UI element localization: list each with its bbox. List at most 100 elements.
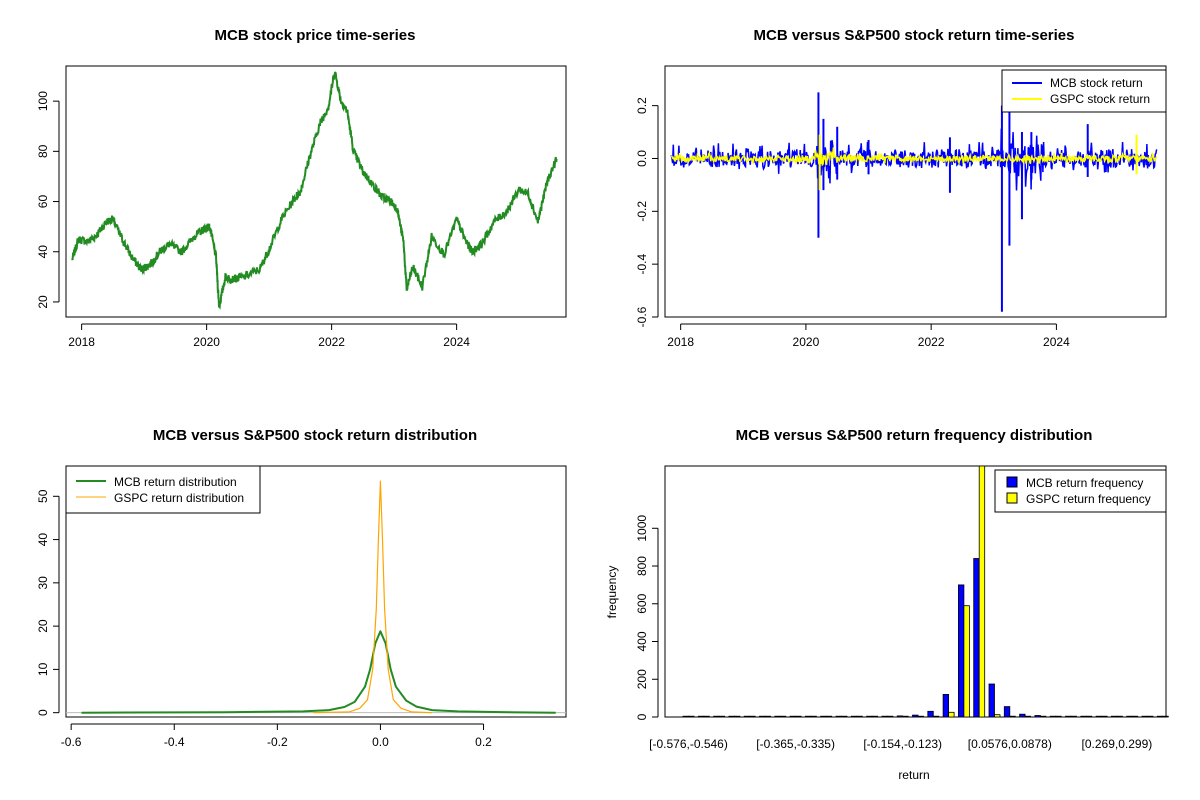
freq-y-tick-label: 200 — [635, 669, 649, 689]
returns-x-tick-label: 2024 — [1043, 335, 1070, 349]
returns-y-tick-label: 0.0 — [635, 150, 649, 167]
gspc-freq-bar — [795, 715, 802, 718]
returns-y-tick-label: 0.2 — [635, 97, 649, 114]
density-chart: MCB versus S&P500 stock return distribut… — [36, 427, 567, 749]
gspc-freq-bar — [1040, 715, 1047, 718]
price-chart: MCB stock price time-series 2018 2020 2022… — [36, 27, 567, 349]
freq-y-tick-label: 1000 — [635, 515, 649, 542]
price-line — [71, 71, 558, 310]
gspc-freq-bar — [1147, 715, 1154, 718]
mcb-freq-bar — [958, 584, 965, 718]
gspc-freq-bar — [902, 715, 909, 718]
mcb-freq-bar — [682, 715, 689, 718]
mcb-freq-bar — [881, 715, 888, 718]
mcb-freq-bar — [835, 715, 842, 718]
gspc-freq-bar — [932, 715, 940, 718]
freq-y-tick-label: 400 — [635, 631, 649, 651]
density-chart-title: MCB versus S&P500 stock return distribut… — [153, 427, 477, 444]
gspc-freq-bar — [1085, 715, 1093, 718]
gspc-freq-bar — [810, 715, 817, 718]
mcb-freq-bar — [1019, 713, 1026, 718]
freq-x-tick-label: [0.0576,0.0878) — [968, 737, 1052, 751]
price-series — [71, 71, 558, 310]
freq-x-tick-label: [0.269,0.299) — [1082, 737, 1153, 751]
returns-x-tick-label: 2020 — [793, 335, 820, 349]
gspc-freq-bar — [749, 715, 756, 718]
mcb-freq-bar — [728, 715, 735, 718]
freq-legend: MCB return frequency GSPC return frequen… — [994, 469, 1167, 513]
freq-x-axis-label: return — [898, 768, 929, 782]
gspc-freq-bar — [688, 715, 695, 718]
price-y-tick-label: 40 — [36, 245, 50, 259]
returns-x-axis: 2018 2020 2022 2024 — [667, 323, 1070, 349]
price-y-tick-label: 80 — [36, 144, 50, 158]
mcb-freq-bar — [1095, 715, 1102, 718]
gspc-freq-bar — [718, 715, 725, 718]
returns-legend: MCB stock return GSPC stock return — [1001, 69, 1167, 113]
price-x-tick-label: 2020 — [193, 335, 220, 349]
gspc-freq-bar — [887, 715, 894, 718]
freq-chart: MCB versus S&P500 return frequency distr… — [605, 427, 1169, 782]
price-y-tick-label: 20 — [36, 295, 50, 309]
returns-chart-title: MCB versus S&P500 stock return time-seri… — [754, 27, 1075, 44]
freq-legend-swatch-mcb — [1006, 476, 1018, 488]
gspc-freq-bar — [1116, 715, 1123, 718]
mcb-freq-bar — [820, 715, 827, 718]
returns-legend-box — [1001, 69, 1167, 113]
price-y-tick-label: 60 — [36, 195, 50, 209]
price-y-axis: 20 40 60 80 100 — [36, 91, 60, 309]
price-x-axis: 2018 2020 2022 2024 — [68, 323, 470, 349]
price-y-tick-label: 100 — [36, 91, 50, 111]
mcb-freq-bar — [1080, 715, 1087, 718]
returns-x-tick-label: 2018 — [667, 335, 694, 349]
gspc-freq-bar — [1024, 715, 1031, 718]
density-y-tick-label: 30 — [36, 576, 50, 590]
gspc-freq-bar — [1101, 715, 1108, 718]
freq-legend-box — [994, 469, 1167, 513]
mcb-freq-bar — [973, 558, 980, 718]
density-x-tick-label: -0.4 — [164, 735, 185, 749]
gspc-freq-bar — [1070, 715, 1077, 718]
freq-legend-swatch-gspc — [1006, 492, 1018, 504]
gspc-freq-bar — [871, 715, 878, 718]
freq-chart-title: MCB versus S&P500 return frequency distr… — [736, 427, 1093, 444]
density-legend-label-gspc: GSPC return distribution — [114, 491, 244, 505]
density-x-tick-label: -0.6 — [61, 735, 82, 749]
gspc-freq-bar — [994, 714, 1001, 718]
gspc-freq-bar — [1131, 715, 1139, 718]
mcb-freq-bar — [866, 715, 873, 718]
density-y-tick-label: 40 — [36, 533, 50, 547]
gspc-freq-bar — [1055, 715, 1062, 718]
mcb-density-line — [81, 630, 556, 714]
mcb-freq-bar — [850, 715, 858, 718]
returns-chart: MCB versus S&P500 stock return time-seri… — [635, 27, 1167, 349]
density-y-tick-label: 20 — [36, 619, 50, 633]
gspc-freq-bar — [963, 605, 970, 718]
mcb-freq-bar — [1126, 715, 1133, 718]
gspc-freq-bar — [856, 715, 863, 718]
freq-legend-label-mcb: MCB return frequency — [1026, 476, 1143, 490]
mcb-freq-bar — [743, 715, 751, 718]
gspc-freq-bar — [734, 715, 741, 718]
mcb-freq-bar — [1111, 715, 1118, 718]
mcb-freq-bar — [713, 715, 720, 718]
mcb-freq-bar — [759, 715, 766, 718]
freq-y-tick-label: 600 — [635, 593, 649, 613]
density-x-tick-label: -0.2 — [267, 735, 288, 749]
density-x-axis: -0.6 -0.4 -0.2 0.0 0.2 — [61, 723, 492, 749]
mcb-freq-bar — [789, 715, 796, 718]
density-x-tick-label: 0.0 — [372, 735, 389, 749]
freq-y-tick-label: 800 — [635, 556, 649, 576]
density-legend-box — [65, 465, 261, 514]
returns-legend-label-mcb: MCB stock return — [1050, 76, 1143, 90]
gspc-return-line — [670, 147, 1158, 167]
mcb-freq-bar — [1003, 706, 1011, 718]
returns-y-tick-label: -0.4 — [635, 253, 649, 274]
returns-y-tick-label: -0.2 — [635, 201, 649, 222]
price-chart-title: MCB stock price time-series — [215, 27, 416, 44]
freq-x-axis: [-0.576,-0.546) [-0.365,-0.335) [-0.154,-0… — [649, 737, 1152, 751]
density-y-tick-label: 10 — [36, 662, 50, 676]
gspc-freq-bar — [917, 715, 924, 718]
mcb-freq-bar — [927, 710, 934, 718]
mcb-freq-bar — [1141, 715, 1148, 718]
